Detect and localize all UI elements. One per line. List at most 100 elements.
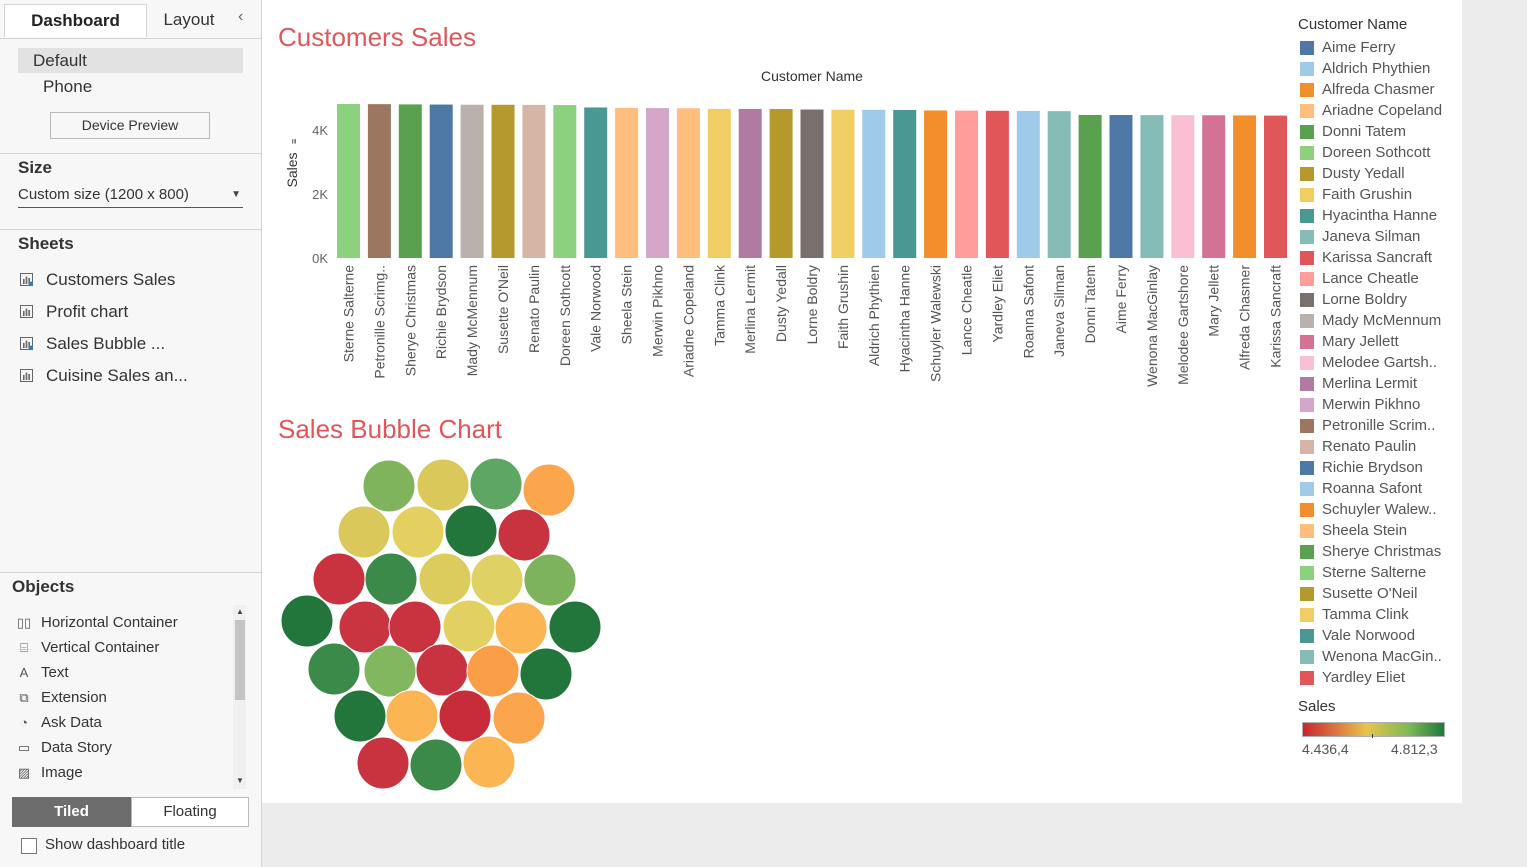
legend-swatch: [1300, 167, 1314, 181]
tiled-toggle[interactable]: Tiled: [12, 797, 131, 827]
legend-item-label: Tamma Clink: [1322, 606, 1409, 623]
legend-swatch: [1300, 377, 1314, 391]
legend-swatch: [1300, 545, 1314, 559]
device-phone[interactable]: Phone: [43, 77, 93, 96]
device-default[interactable]: Default: [18, 48, 243, 73]
bar: [584, 107, 608, 258]
legend-item-label: Karissa Sancraft: [1322, 249, 1433, 266]
legend-item-label: Sherye Christmas: [1322, 543, 1442, 560]
bar-chart: Customer Name Sales ≡ 0K 2K 4K Sterne Salterne…: [284, 68, 1287, 387]
bubble: [438, 689, 492, 743]
sheets-section-title: Sheets: [18, 234, 74, 253]
bubble: [307, 642, 361, 696]
bar: [862, 109, 886, 258]
object-item-label: Vertical Container: [41, 639, 160, 656]
legend-swatch: [1300, 314, 1314, 328]
bar: [1140, 115, 1164, 258]
x-tick-label: Renato Paulin: [526, 265, 542, 353]
legend-item-label: Aldrich Phythien: [1322, 60, 1431, 77]
bubble: [416, 458, 470, 512]
x-tick-label: Melodee Gartshore: [1175, 265, 1191, 385]
x-tick-label: Petronille Scrimg..: [371, 265, 387, 379]
y-tick-label: 0K: [312, 251, 328, 266]
horizontal-container-icon: ▯▯: [16, 615, 32, 630]
legend-item-label: Schuyler Walew..: [1322, 501, 1437, 518]
objects-scroll-thumb[interactable]: [235, 620, 245, 700]
legend-item-label: Aime Ferry: [1322, 39, 1396, 56]
vertical-container-icon: ⌸: [20, 640, 28, 655]
y-tick-label: 4K: [312, 123, 328, 138]
x-tick-label: Lance Cheatle: [959, 265, 975, 356]
x-tick-label: Susette O'Neil: [495, 265, 511, 354]
bar: [769, 109, 793, 258]
bubble: [442, 599, 496, 653]
object-item-label: Image: [41, 764, 83, 781]
bubble: [492, 691, 546, 745]
size-dropdown-value: Custom size (1200 x 800): [18, 186, 189, 203]
x-tick-label: Schuyler Walewski: [928, 265, 944, 382]
bar: [955, 110, 978, 258]
divider: [0, 153, 261, 154]
legend-item-label: Renato Paulin: [1322, 438, 1417, 455]
data-story-icon: ▭: [17, 740, 31, 755]
objects-section-title: Objects: [12, 577, 75, 596]
bubble: [522, 463, 576, 517]
panel-tabs: Dashboard Layout ‹: [0, 0, 261, 39]
worksheet-icon: [20, 369, 33, 382]
legend-swatch: [1300, 440, 1314, 454]
legend-item-label: Merlina Lermit: [1322, 375, 1418, 392]
legend-item-label: Sterne Salterne: [1322, 564, 1427, 581]
show-title-checkbox[interactable]: [21, 838, 37, 854]
bubble: [523, 553, 577, 607]
legend-swatch: [1300, 104, 1314, 118]
sheet-item-label: Customers Sales: [46, 270, 176, 289]
bar: [1202, 115, 1226, 258]
legend-item-label: Susette O'Neil: [1322, 585, 1418, 602]
legend-item-label: Richie Brydson: [1322, 459, 1423, 476]
tab-layout[interactable]: Layout: [163, 10, 215, 29]
left-panel: Dashboard Layout ‹ Default Phone Device …: [0, 0, 262, 867]
bubble: [470, 553, 524, 607]
bar: [893, 110, 917, 258]
device-preview-button[interactable]: Device Preview: [50, 112, 210, 139]
x-axis-label: Customer Name: [761, 68, 863, 84]
x-tick-label: Merwin Pikhno: [650, 265, 666, 357]
legend-item-label: Roanna Safont: [1322, 480, 1423, 497]
bar: [707, 108, 731, 258]
legend-item-label: Alfreda Chasmer: [1322, 81, 1435, 98]
legend-item-label: Mary Jellett: [1322, 333, 1399, 350]
legend-swatch: [1300, 524, 1314, 538]
bubble: [391, 505, 445, 559]
bar: [738, 108, 762, 258]
legend-item-label: Dusty Yedall: [1322, 165, 1405, 182]
bubble: [362, 459, 416, 513]
object-item-label: Extension: [41, 689, 107, 706]
y-tick-label: 2K: [312, 187, 328, 202]
legend-swatch: [1300, 587, 1314, 601]
x-tick-label: Hyacintha Hanne: [897, 265, 913, 373]
legend-swatch: [1300, 251, 1314, 265]
scroll-down-icon[interactable]: ▼: [236, 776, 244, 785]
size-dropdown[interactable]: Custom size (1200 x 800) ▼: [18, 184, 243, 208]
floating-toggle[interactable]: Floating: [131, 797, 249, 827]
x-tick-label: Alfreda Chasmer: [1237, 265, 1253, 370]
collapse-panel-icon[interactable]: ‹: [238, 8, 244, 25]
bubble: [409, 738, 463, 792]
bubble: [388, 600, 442, 654]
bar: [924, 110, 948, 258]
legend-item-label: Mady McMennum: [1322, 312, 1442, 329]
x-tick-label: Sheela Stein: [619, 265, 635, 344]
bubble: [548, 600, 602, 654]
divider: [0, 229, 261, 230]
tab-dashboard[interactable]: Dashboard: [4, 4, 147, 37]
bar: [1171, 115, 1195, 258]
scroll-up-icon[interactable]: ▲: [236, 607, 244, 616]
legend-item-label: Doreen Sothcott: [1322, 144, 1431, 161]
sales-legend-min: 4.436,4: [1302, 741, 1349, 757]
bar: [615, 107, 639, 258]
bubble: [497, 508, 551, 562]
legend-swatch: [1300, 503, 1314, 517]
x-tick-label: Sterne Salterne: [341, 265, 357, 362]
x-tick-label: Roanna Safont: [1020, 265, 1036, 359]
legend-swatch: [1300, 671, 1314, 685]
